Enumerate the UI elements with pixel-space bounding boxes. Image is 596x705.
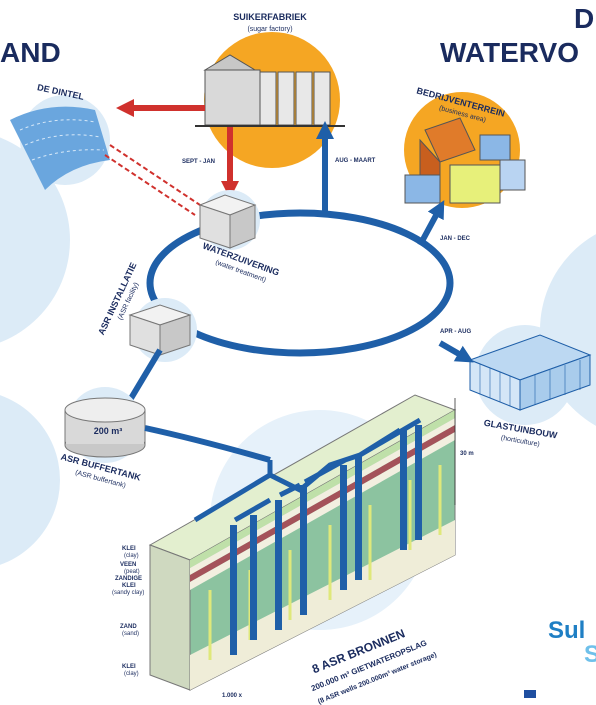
river — [10, 95, 110, 190]
eu-flag — [524, 690, 536, 698]
layer-label: VEEN — [120, 562, 136, 568]
scale: 1.000 x — [222, 693, 243, 699]
layer-label: (sand) — [122, 631, 139, 637]
sugar-factory — [195, 32, 345, 168]
period: APR - AUG — [440, 329, 471, 335]
layer-label: ZAND — [120, 624, 137, 630]
greenhouse — [468, 325, 592, 425]
water-treatment — [198, 190, 260, 250]
heading: WATERVO — [440, 37, 579, 68]
layer-label: (clay) — [124, 553, 139, 559]
node-label: SUIKERFABRIEK — [233, 12, 307, 22]
pipes — [193, 417, 422, 523]
node-sublabel: (horticulture) — [500, 435, 540, 449]
layer-label: KLEI — [122, 546, 136, 552]
node-sublabel: (sugar factory) — [247, 26, 292, 33]
layer-label: (peat) — [124, 569, 140, 575]
period: JAN - DEC — [440, 236, 471, 242]
logo: Sul — [548, 617, 585, 644]
heading: D — [574, 3, 594, 34]
loop — [146, 209, 454, 357]
asr-facility — [128, 298, 197, 362]
flow-arrow — [417, 200, 445, 247]
pipe — [127, 348, 163, 402]
buffer-tank — [64, 387, 146, 463]
logo: S — [584, 641, 596, 668]
business-area — [404, 92, 526, 208]
heading: AND — [0, 37, 61, 68]
tank-volume: 200 m³ — [94, 426, 123, 436]
layer-label: ZANDIGE — [115, 576, 142, 582]
flow-dashed — [104, 144, 201, 216]
layer-label: (clay) — [124, 671, 139, 677]
flow-arrow — [438, 340, 474, 363]
depth: 30 m — [460, 451, 474, 457]
wells — [230, 425, 422, 655]
pipe — [144, 425, 271, 463]
layer-label: KLEI — [122, 664, 136, 670]
layer-label: (sandy clay) — [112, 590, 144, 596]
layer-label: KLEI — [122, 583, 136, 589]
period: AUG - MAART — [335, 158, 376, 164]
period: SEPT - JAN — [182, 159, 215, 165]
